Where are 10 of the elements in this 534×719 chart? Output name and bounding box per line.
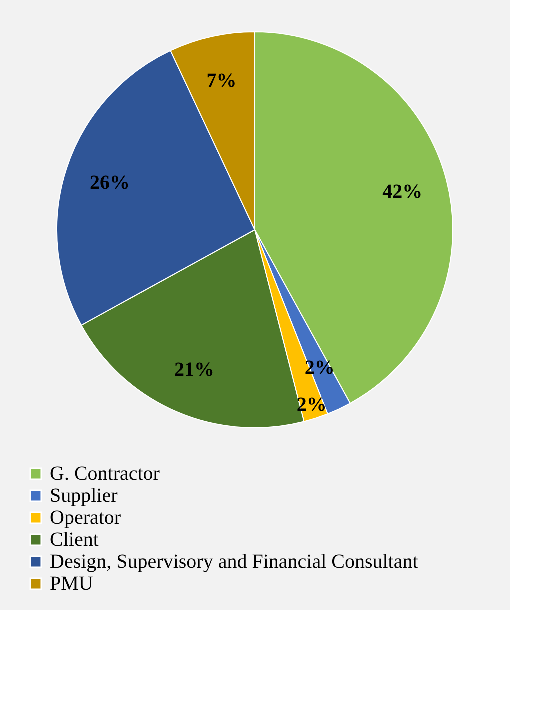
legend-label: Design, Supervisory and Financial Consultant — [50, 551, 419, 573]
legend-label: PMU — [50, 573, 94, 595]
legend-label: Client — [50, 529, 100, 551]
data-label: 7% — [206, 70, 237, 92]
legend-label: Operator — [50, 507, 122, 529]
legend-label: Supplier — [50, 485, 118, 507]
data-label: 26% — [90, 172, 130, 194]
data-label: 21% — [174, 358, 214, 381]
legend-label: G. Contractor — [50, 463, 160, 485]
data-label: 42% — [382, 181, 423, 204]
